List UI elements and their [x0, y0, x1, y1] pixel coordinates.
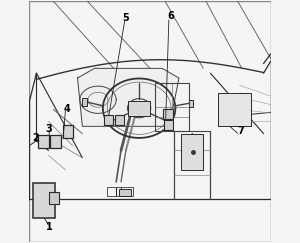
Bar — [82, 98, 87, 106]
Bar — [115, 115, 124, 125]
Bar — [50, 135, 61, 148]
Bar — [38, 135, 49, 148]
Bar — [155, 83, 189, 131]
Bar — [182, 134, 203, 170]
Bar — [189, 100, 194, 107]
Bar — [106, 187, 133, 196]
Text: 5: 5 — [122, 13, 129, 23]
Bar — [118, 189, 131, 196]
Text: 6: 6 — [167, 11, 174, 21]
Bar — [128, 101, 150, 116]
Text: 1: 1 — [46, 222, 53, 232]
Bar — [104, 115, 113, 125]
Text: 4: 4 — [63, 104, 70, 114]
Bar — [163, 109, 173, 119]
Bar — [164, 120, 173, 130]
Text: 2: 2 — [33, 133, 39, 143]
Polygon shape — [77, 68, 179, 126]
Bar — [33, 183, 55, 218]
Bar — [49, 192, 59, 204]
Bar — [63, 125, 73, 139]
Bar — [218, 93, 251, 126]
Text: 7: 7 — [237, 126, 244, 136]
Text: 3: 3 — [46, 124, 52, 134]
